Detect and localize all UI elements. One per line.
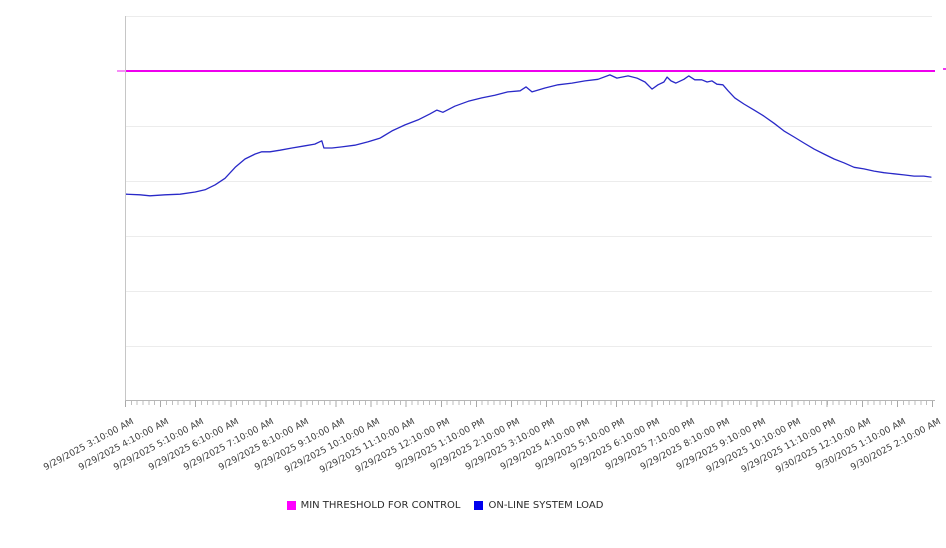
x-tick-label: 9/29/2025 7:10:00 AM xyxy=(182,417,277,474)
x-tick-label: 9/29/2025 1:10:00 PM xyxy=(393,417,487,473)
x-tick-label: 9/29/2025 9:10:00 PM xyxy=(674,417,768,473)
x-tick-label: 9/29/2025 3:10:00 PM xyxy=(463,417,557,473)
x-tick-label: 9/29/2025 2:10:00 PM xyxy=(428,417,522,473)
legend-label: MIN THRESHOLD FOR CONTROL xyxy=(300,499,461,511)
load-series-line xyxy=(125,74,932,197)
legend-item[interactable]: MIN THRESHOLD FOR CONTROL xyxy=(286,499,461,511)
x-tick-label: 9/29/2025 6:10:00 PM xyxy=(569,417,662,473)
gridline xyxy=(125,126,932,127)
chart-canvas: 9/29/2025 3:10:00 AM 9/29/2025 4:10:00 AM… xyxy=(0,16,946,513)
y-axis-line xyxy=(125,16,126,407)
threshold-left-axis-tick xyxy=(117,70,125,72)
x-tick-label: 9/29/2025 3:10:00 AM xyxy=(42,417,136,474)
legend-label: ON-LINE SYSTEM LOAD xyxy=(488,499,604,511)
gridline xyxy=(125,181,932,182)
x-tick-label: 9/30/2025 1:10:00 AM xyxy=(814,417,908,474)
legend-item[interactable]: ON-LINE SYSTEM LOAD xyxy=(474,500,603,511)
x-tick-label: 9/29/2025 4:10:00 PM xyxy=(499,417,592,473)
x-tick-label: 9/29/2025 4:10:00 AM xyxy=(77,417,171,474)
threshold-right-edge-dash xyxy=(943,68,946,70)
legend-swatch-icon xyxy=(286,500,296,510)
gridline xyxy=(125,236,932,237)
x-tick-label: 9/29/2025 8:10:00 PM xyxy=(639,417,733,473)
x-axis-line xyxy=(125,400,935,401)
gridline xyxy=(125,291,932,292)
chart-svg xyxy=(125,70,935,197)
x-tick-label: 9/29/2025 5:10:00 AM xyxy=(112,417,206,474)
x-tick-label: 9/29/2025 9:10:00 AM xyxy=(252,417,347,474)
plot-area[interactable] xyxy=(125,16,935,401)
x-tick-label: 9/29/2025 11:10:00 PM xyxy=(739,417,838,476)
x-axis-ticks xyxy=(125,401,933,408)
x-tick-label: 9/29/2025 10:10:00 PM xyxy=(704,417,803,476)
legend: MIN THRESHOLD FOR CONTROL ON-LINE SYSTEM … xyxy=(0,497,918,513)
x-tick-label: 9/29/2025 10:10:00 AM xyxy=(282,417,382,476)
x-tick-label: 9/29/2025 8:10:00 AM xyxy=(217,417,312,474)
x-tick-label: 9/29/2025 7:10:00 PM xyxy=(604,417,698,473)
x-tick-label: 9/29/2025 11:10:00 AM xyxy=(317,417,417,476)
legend-swatch-icon xyxy=(474,500,484,510)
x-tick-label: 9/30/2025 12:10:00 AM xyxy=(774,417,873,476)
gridline xyxy=(125,346,932,347)
x-tick-label: 9/29/2025 12:10:00 PM xyxy=(353,417,452,476)
x-tick-label: 9/30/2025 2:10:00 AM xyxy=(849,417,943,474)
x-tick-label: 9/29/2025 6:10:00 AM xyxy=(147,417,241,474)
x-tick-label: 9/29/2025 5:10:00 PM xyxy=(534,417,627,473)
gridline xyxy=(125,16,932,17)
